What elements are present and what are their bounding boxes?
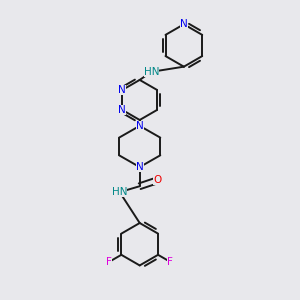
- Text: N: N: [136, 162, 144, 172]
- Text: HN: HN: [112, 187, 128, 197]
- Text: O: O: [153, 175, 161, 185]
- Text: F: F: [167, 257, 173, 267]
- Text: N: N: [118, 105, 126, 115]
- Text: N: N: [136, 121, 144, 131]
- Text: N: N: [180, 19, 188, 29]
- Text: HN: HN: [144, 67, 159, 77]
- Text: N: N: [118, 85, 126, 95]
- Text: F: F: [106, 257, 112, 267]
